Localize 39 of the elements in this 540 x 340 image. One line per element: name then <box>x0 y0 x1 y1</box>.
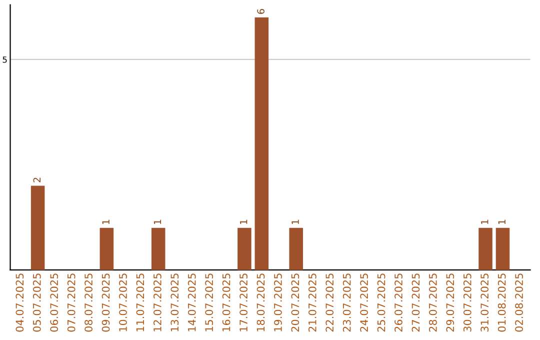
x-tick-label: 24.07.2025 <box>360 274 368 332</box>
x-tick-label: 22.07.2025 <box>326 274 334 332</box>
x-tick-label: 02.08.2025 <box>515 274 523 332</box>
x-tick-label: 21.07.2025 <box>308 274 316 332</box>
data-label: 1 <box>154 220 162 224</box>
x-tick-label: 04.07.2025 <box>16 274 24 332</box>
x-tick-label: 16.07.2025 <box>222 274 230 332</box>
x-tick-label: 30.07.2025 <box>463 274 472 332</box>
data-label: 1 <box>498 220 506 224</box>
data-label: 1 <box>481 220 488 224</box>
x-tick-label: 11.07.2025 <box>136 274 144 332</box>
x-tick-label: 15.07.2025 <box>205 274 214 332</box>
y-tick-label: 5 <box>2 56 7 63</box>
x-tick-label: 29.07.2025 <box>446 274 454 332</box>
x-tick-label: 19.07.2025 <box>274 274 282 332</box>
x-tick-label: 14.07.2025 <box>188 274 196 332</box>
x-tick-label: 31.07.2025 <box>480 274 489 332</box>
x-tick-label: 09.07.2025 <box>102 274 110 332</box>
x-tick-label: 20.07.2025 <box>291 274 300 332</box>
x-tick-label: 13.07.2025 <box>170 274 179 332</box>
x-tick-label: 12.07.2025 <box>153 274 162 332</box>
x-tick-label: 01.08.2025 <box>498 274 506 332</box>
x-tick-label: 25.07.2025 <box>377 274 386 332</box>
x-tick-label: 05.07.2025 <box>32 274 41 332</box>
x-tick-label: 23.07.2025 <box>342 274 351 332</box>
x-tick-label: 17.07.2025 <box>240 274 248 332</box>
x-tick-label: 26.07.2025 <box>394 274 402 332</box>
data-label: 6 <box>257 9 264 14</box>
x-tick-label: 18.07.2025 <box>256 274 265 332</box>
data-label: 2 <box>33 178 40 182</box>
data-label: 1 <box>292 220 299 224</box>
data-label: 1 <box>102 220 110 224</box>
x-tick-label: 07.07.2025 <box>67 274 76 332</box>
x-tick-label: 06.07.2025 <box>50 274 58 332</box>
x-tick-label: 27.07.2025 <box>412 274 420 332</box>
x-tick-label: 10.07.2025 <box>119 274 127 332</box>
x-tick-label: 08.07.2025 <box>84 274 92 332</box>
data-label: 1 <box>240 220 248 224</box>
x-tick-label: 28.07.2025 <box>428 274 437 332</box>
